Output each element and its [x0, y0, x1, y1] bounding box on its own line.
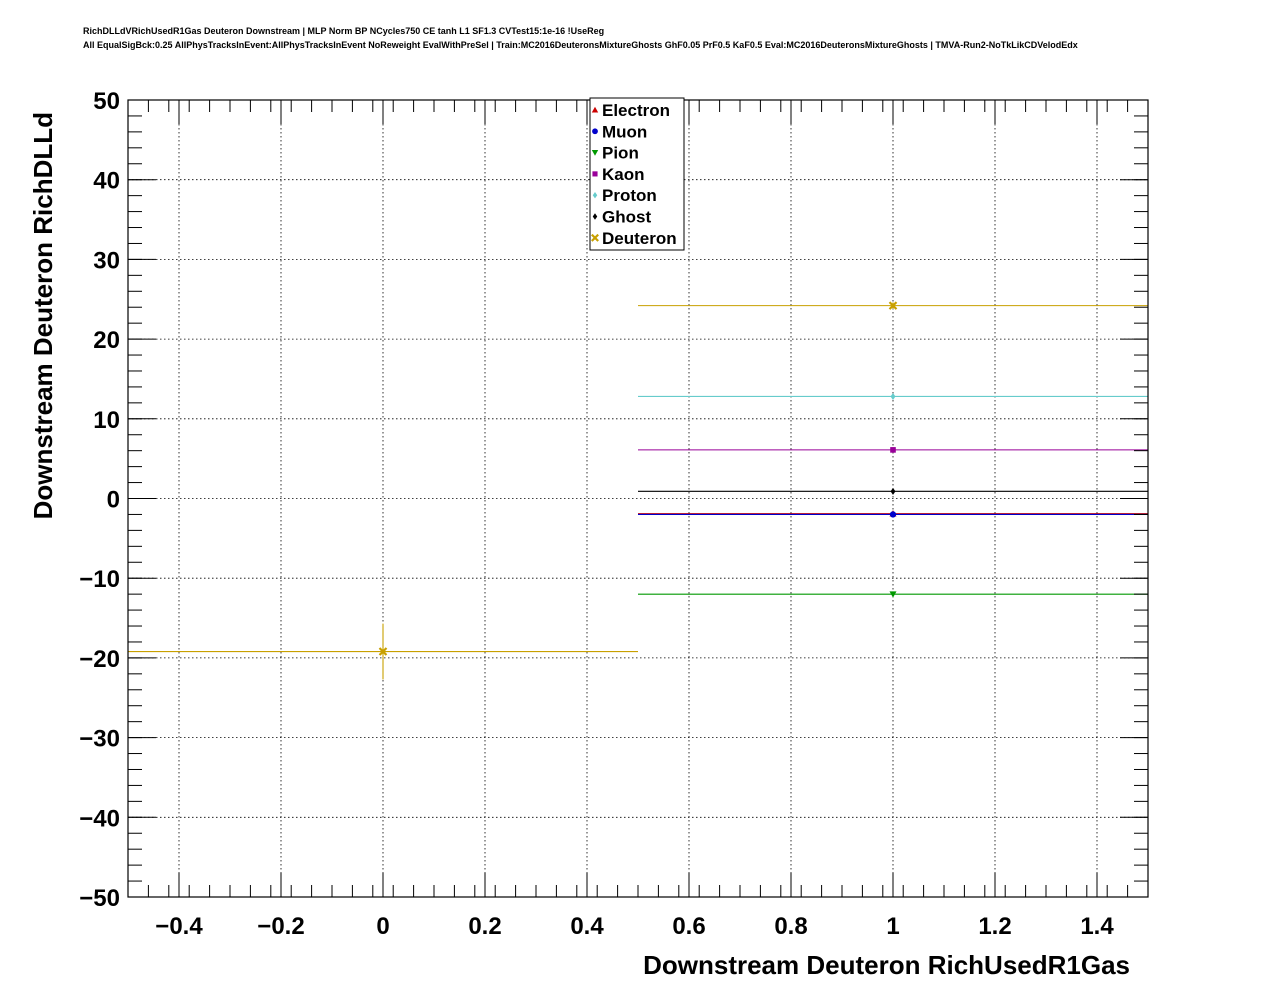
- y-tick-label: 40: [93, 168, 120, 195]
- x-tick-label: 1.2: [978, 913, 1011, 940]
- y-tick-label: −30: [79, 726, 120, 753]
- data-point-marker: [888, 301, 898, 310]
- x-tick-label: 0.4: [570, 913, 604, 940]
- x-axis-title: Downstream Deuteron RichUsedR1Gas: [643, 950, 1130, 980]
- legend-entry-pion: Pion: [591, 144, 639, 163]
- data-point-marker: [592, 213, 598, 220]
- y-tick-label: −40: [79, 805, 120, 832]
- x-tick-label: 0.2: [468, 913, 501, 940]
- series-kaon: [638, 447, 1148, 453]
- y-tick-label: 0: [107, 487, 120, 514]
- data-point-marker: [592, 128, 598, 135]
- data-point-marker: [592, 192, 598, 199]
- legend-label: Muon: [602, 122, 647, 141]
- data-point-marker: [890, 487, 896, 495]
- data-point-marker: [890, 392, 896, 400]
- legend-label: Ghost: [602, 208, 651, 227]
- series-proton: [638, 392, 1148, 400]
- x-tick-label: 0.6: [672, 913, 705, 940]
- legend-entry-proton: Proton: [592, 186, 657, 205]
- data-point-marker: [591, 150, 599, 156]
- data-point-marker: [889, 511, 897, 518]
- legend-entry-deuteron: Deuteron: [591, 229, 677, 248]
- chart-title-line-2: All EqualSigBck:0.25 AllPhysTracksInEven…: [83, 40, 1078, 50]
- data-series: [128, 301, 1148, 680]
- y-tick-label: −20: [79, 646, 120, 673]
- series-ghost: [638, 487, 1148, 495]
- tick-labels: −0.4 −0.2 0 0.2 0.4 0.6 0.8 1 1.2 1.4 −50 −40 −30 −20…: [79, 88, 1114, 940]
- x-tick-label: −0.2: [257, 913, 304, 940]
- legend-label: Kaon: [602, 165, 645, 184]
- legend: Electron Muon Pion Kaon Proton Ghost Deuteron: [589, 97, 685, 251]
- axis-ticks: [127, 99, 1149, 898]
- legend-label: Electron: [602, 101, 670, 120]
- legend-entry-electron: Electron: [591, 101, 670, 120]
- y-tick-label: 30: [93, 247, 120, 274]
- x-tick-label: 0.8: [774, 913, 807, 940]
- series-muon: [638, 511, 1148, 518]
- data-point-marker: [592, 171, 598, 177]
- data-point-marker: [591, 106, 599, 113]
- chart-title-line-1: RichDLLdVRichUsedR1Gas Deuteron Downstre…: [83, 26, 605, 36]
- data-point-marker: [591, 233, 599, 242]
- legend-entry-muon: Muon: [592, 122, 647, 141]
- y-tick-label: 10: [93, 407, 120, 434]
- series-pion: [638, 591, 1148, 598]
- y-tick-label: −10: [79, 566, 120, 593]
- y-axis-title: Downstream Deuteron RichDLLd: [28, 112, 58, 519]
- legend-label: Deuteron: [602, 229, 677, 248]
- legend-entry-kaon: Kaon: [592, 165, 645, 184]
- y-tick-label: 20: [93, 327, 120, 354]
- legend-label: Proton: [602, 186, 657, 205]
- x-tick-label: 1: [886, 913, 899, 940]
- x-tick-label: −0.4: [155, 913, 203, 940]
- data-point-marker: [889, 591, 897, 598]
- legend-label: Pion: [602, 144, 639, 163]
- data-point-marker: [890, 447, 896, 453]
- legend-box: [589, 97, 685, 251]
- grid-lines: [128, 99, 1148, 898]
- x-tick-label: 1.4: [1080, 913, 1114, 940]
- legend-entry-ghost: Ghost: [592, 208, 651, 227]
- data-point-marker: [378, 647, 388, 656]
- y-tick-label: −50: [79, 885, 120, 912]
- x-tick-label: 0: [376, 913, 389, 940]
- series-deuteron: [128, 301, 1148, 680]
- y-tick-label: 50: [93, 88, 120, 115]
